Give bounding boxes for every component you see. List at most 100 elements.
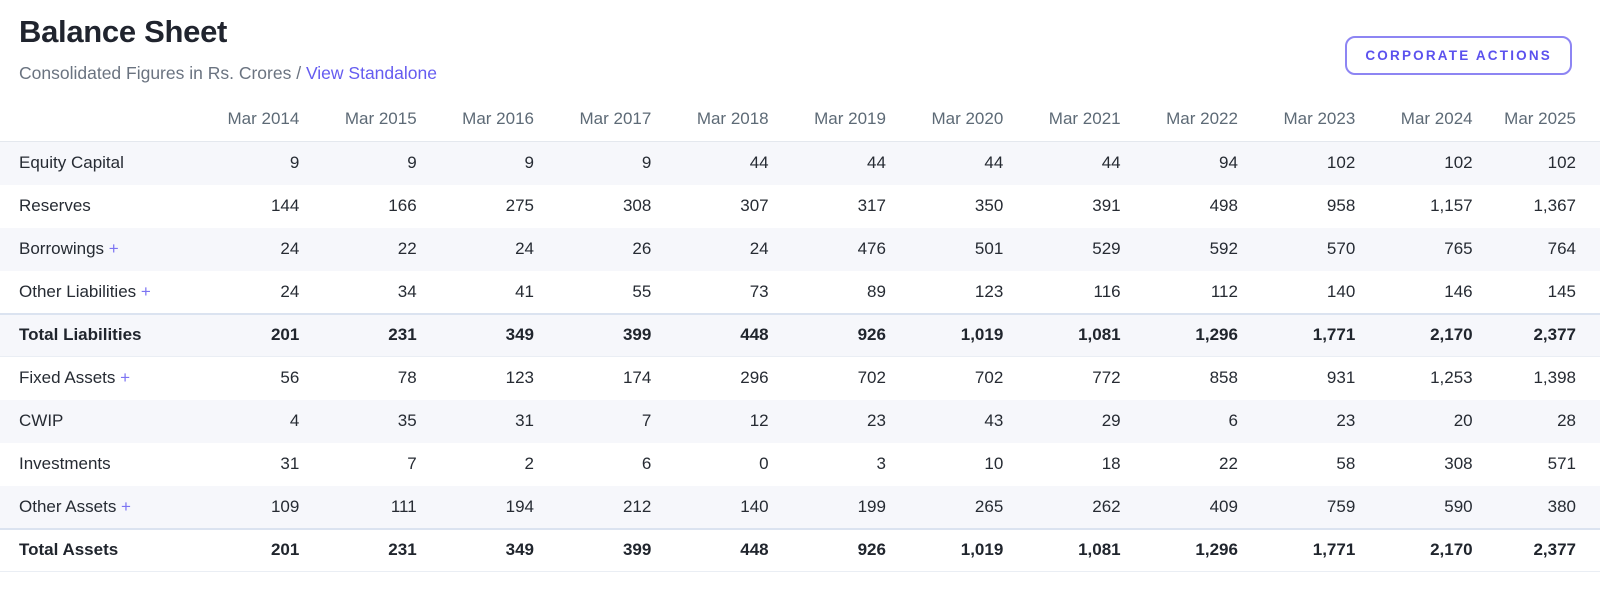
value-cell: 931 xyxy=(1326,368,1356,388)
value-cell: 772 xyxy=(1092,368,1121,388)
table-row: Equity Capital 9 9 9 9 44 44 44 44 94 102 102 102 xyxy=(0,141,1600,185)
table-row: Total Assets 201 231 349 399 448 926 1,019 1,081… xyxy=(0,528,1600,572)
value-cell: 44 xyxy=(867,153,886,173)
column-header: Mar 2018 xyxy=(696,109,769,128)
value-cell: 102 xyxy=(1547,153,1576,173)
value-cell: 4 xyxy=(289,411,300,430)
table-row: Reserves 144 166 275 308 307 317 350 391 498 958 1,… xyxy=(0,185,1600,228)
value-cell: 140 xyxy=(740,496,769,516)
column-header: Mar 2017 xyxy=(579,109,652,128)
value-cell: 123 xyxy=(505,368,534,388)
empty-corner-cell xyxy=(0,100,192,142)
value-cell: 109 xyxy=(270,496,300,516)
value-cell: 6 xyxy=(1228,411,1238,430)
value-cell: 1,081 xyxy=(1078,540,1121,560)
value-cell: 26 xyxy=(632,239,652,258)
balance-sheet-table: Mar 2014 Mar 2015 Mar 2016 Mar 2017 Mar 2018… xyxy=(0,100,1600,572)
value-cell: 31 xyxy=(280,454,300,473)
value-cell: 0 xyxy=(759,454,769,473)
row-label-text: Other Liabilities xyxy=(19,281,137,301)
subtitle: Consolidated Figures in Rs. Crores / Vie… xyxy=(19,63,437,84)
value-cell: 1,296 xyxy=(1195,540,1238,560)
table-row: Other Liabilities +24 34 41 55 73 89 123 116 112… xyxy=(0,271,1600,314)
value-cell: 34 xyxy=(397,281,417,301)
value-cell: 498 xyxy=(1209,196,1238,215)
value-cell: 174 xyxy=(622,368,652,388)
corporate-actions-button[interactable]: CORPORATE ACTIONS xyxy=(1345,36,1572,75)
value-cell: 6 xyxy=(641,454,652,473)
row-label[interactable]: Borrowings + xyxy=(0,228,192,271)
value-cell: 501 xyxy=(974,239,1004,258)
row-label: CWIP xyxy=(0,400,192,443)
column-header: Mar 2016 xyxy=(462,109,534,128)
value-cell: 2,377 xyxy=(1533,540,1576,560)
expand-plus-icon[interactable]: + xyxy=(116,496,131,516)
row-label-text: Investments xyxy=(19,454,111,473)
value-cell: 571 xyxy=(1547,454,1576,473)
value-cell: 448 xyxy=(740,325,769,345)
value-cell: 308 xyxy=(622,196,652,215)
value-cell: 43 xyxy=(984,411,1004,430)
column-header: Mar 2022 xyxy=(1166,109,1238,128)
value-cell: 94 xyxy=(1219,153,1238,173)
value-cell: 349 xyxy=(505,540,534,560)
value-cell: 41 xyxy=(515,281,534,301)
value-cell: 592 xyxy=(1209,239,1238,258)
value-cell: 3 xyxy=(876,454,886,473)
row-label: Equity Capital xyxy=(0,142,192,185)
column-header: Mar 2024 xyxy=(1400,109,1473,128)
value-cell: 145 xyxy=(1547,281,1576,301)
table-row: Other Assets +109 111 194 212 140 199 265 262 40… xyxy=(0,485,1600,529)
value-cell: 24 xyxy=(280,239,300,258)
value-cell: 22 xyxy=(1219,454,1238,473)
value-cell: 926 xyxy=(857,540,886,560)
value-cell: 409 xyxy=(1209,496,1238,516)
value-cell: 570 xyxy=(1326,239,1356,258)
row-label[interactable]: Other Liabilities + xyxy=(0,271,192,314)
value-cell: 44 xyxy=(984,153,1004,173)
table-row: Total Liabilities 201 231 349 399 448 926 1,019… xyxy=(0,313,1600,357)
value-cell: 1,771 xyxy=(1312,325,1356,345)
value-cell: 275 xyxy=(505,196,534,215)
table-header-row: Mar 2014 Mar 2015 Mar 2016 Mar 2017 Mar 2018… xyxy=(0,100,1600,142)
row-label[interactable]: Fixed Assets + xyxy=(0,357,192,400)
expand-plus-icon[interactable]: + xyxy=(115,368,131,388)
view-standalone-link[interactable]: View Standalone xyxy=(305,63,437,83)
value-cell: 1,157 xyxy=(1430,196,1473,215)
value-cell: 102 xyxy=(1326,153,1356,173)
value-cell: 391 xyxy=(1092,196,1121,215)
value-cell: 7 xyxy=(641,411,652,430)
value-cell: 29 xyxy=(1101,411,1121,430)
value-cell: 44 xyxy=(749,153,769,173)
value-cell: 10 xyxy=(984,454,1004,473)
value-cell: 399 xyxy=(622,540,652,560)
value-cell: 349 xyxy=(505,325,534,345)
value-cell: 194 xyxy=(505,496,534,516)
value-cell: 166 xyxy=(388,196,417,215)
value-cell: 529 xyxy=(1092,239,1121,258)
value-cell: 265 xyxy=(974,496,1004,516)
value-cell: 24 xyxy=(515,239,534,258)
value-cell: 2,170 xyxy=(1430,540,1473,560)
row-label-text: Other Assets xyxy=(19,496,117,516)
expand-plus-icon[interactable]: + xyxy=(104,239,119,258)
value-cell: 231 xyxy=(388,540,417,560)
value-cell: 73 xyxy=(749,281,769,301)
row-label-text: Reserves xyxy=(19,196,91,215)
row-label-text: Fixed Assets xyxy=(19,368,116,388)
row-label[interactable]: Other Assets + xyxy=(0,486,192,529)
column-header: Mar 2019 xyxy=(814,109,886,128)
value-cell: 590 xyxy=(1444,496,1473,516)
column-header: Mar 2020 xyxy=(931,109,1004,128)
value-cell: 9 xyxy=(407,153,417,173)
table-row: Fixed Assets +56 78 123 174 296 702 702 772 858 9… xyxy=(0,357,1600,400)
value-cell: 56 xyxy=(280,368,300,388)
value-cell: 55 xyxy=(632,281,652,301)
value-cell: 296 xyxy=(740,368,769,388)
row-label-text: Total Liabilities xyxy=(19,325,142,345)
value-cell: 9 xyxy=(289,153,300,173)
value-cell: 476 xyxy=(857,239,886,258)
expand-plus-icon[interactable]: + xyxy=(136,281,151,301)
value-cell: 1,367 xyxy=(1533,196,1576,215)
value-cell: 1,019 xyxy=(960,325,1004,345)
